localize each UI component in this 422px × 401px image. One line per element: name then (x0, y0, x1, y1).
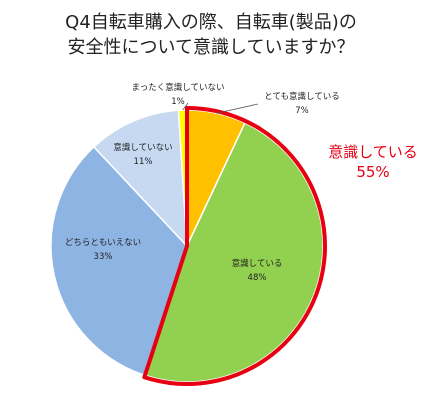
slice-label: まったく意識していない (132, 82, 225, 93)
highlight-outline (142, 106, 327, 386)
slice-value-label: 48% (248, 273, 267, 283)
title-line-1: Q4自転車購入の際、自転車(製品)の (65, 12, 357, 33)
callout-value: 55% (356, 163, 390, 181)
title-line-2: 安全性について意識していますか？ (67, 37, 355, 58)
slice-value-label: 7% (295, 106, 309, 116)
callout-label: 意識している (328, 143, 418, 161)
slice-value-label: 33% (94, 252, 113, 262)
highlight-callout: 意識している 55% (318, 142, 422, 182)
pie-slice (144, 121, 324, 383)
leader-line (216, 103, 259, 114)
slice-label: 意識している (232, 258, 283, 269)
leader-line (182, 102, 189, 111)
slice-label: とても意識している (264, 91, 340, 102)
slice-value-label: 1% (171, 97, 185, 107)
pie-slice (92, 109, 188, 249)
slice-value-label: 11% (134, 157, 153, 167)
pie-slice (50, 145, 188, 377)
slice-label: 意識していない (113, 142, 172, 153)
slice-label: どちらともいえない (65, 238, 141, 248)
chart-title: Q4自転車購入の際、自転車(製品)の 安全性について意識していますか？ (0, 10, 422, 60)
